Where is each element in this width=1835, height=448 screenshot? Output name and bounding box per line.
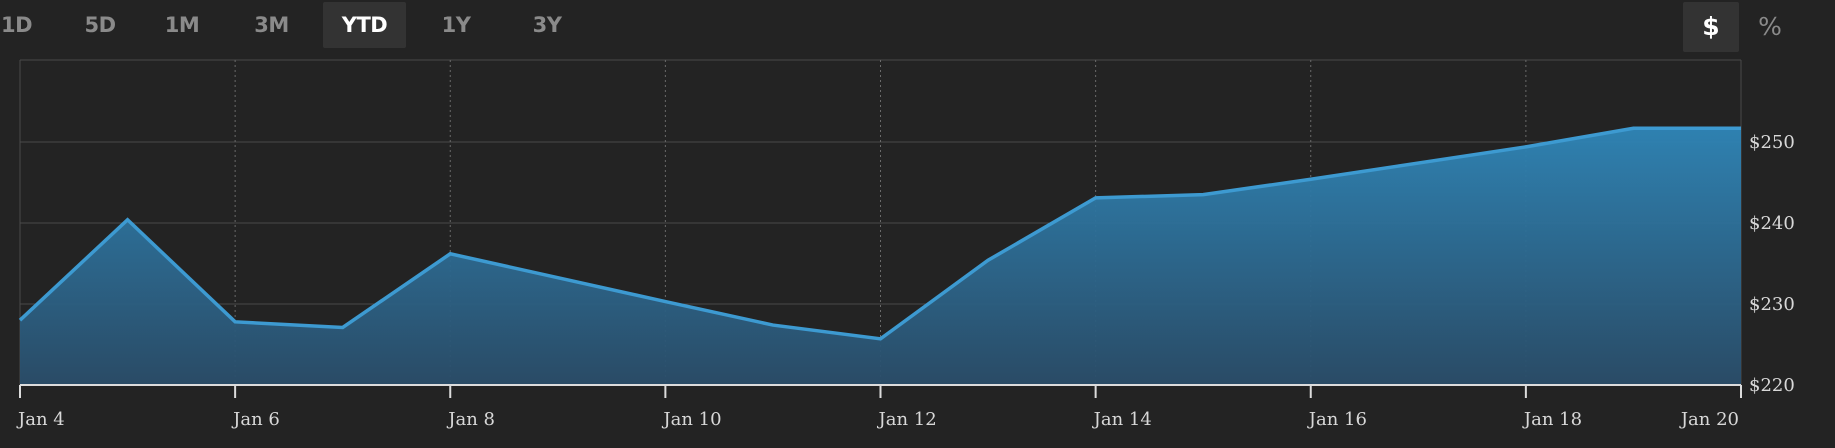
x-tick-label: Jan 20 xyxy=(1679,409,1739,430)
data-point xyxy=(18,318,22,322)
data-point xyxy=(1094,196,1098,200)
range-tab-ytd[interactable]: YTD xyxy=(323,2,406,48)
data-point xyxy=(341,325,345,329)
data-point xyxy=(1739,126,1743,130)
data-point xyxy=(1524,145,1528,149)
range-tab-1y[interactable]: 1Y xyxy=(441,13,471,37)
x-tick-label: Jan 4 xyxy=(16,409,65,430)
dollar-toggle-button[interactable]: $ xyxy=(1683,2,1739,52)
data-point xyxy=(448,252,452,256)
data-point xyxy=(233,320,237,324)
x-tick-label: Jan 10 xyxy=(661,409,721,430)
x-tick-label: Jan 12 xyxy=(877,409,937,430)
y-tick-label: $240 xyxy=(1749,213,1795,234)
data-point xyxy=(663,300,667,304)
range-tab-3m[interactable]: 3M xyxy=(254,13,289,37)
x-tick-label: Jan 6 xyxy=(231,409,280,430)
x-tick-label: Jan 14 xyxy=(1092,409,1152,430)
data-point xyxy=(1309,177,1313,181)
y-tick-label: $220 xyxy=(1749,375,1795,396)
data-point xyxy=(771,323,775,327)
data-point xyxy=(1201,193,1205,197)
range-tab-1d[interactable]: 1D xyxy=(0,13,33,37)
range-tab-3y[interactable]: 3Y xyxy=(532,13,562,37)
y-tick-label: $250 xyxy=(1749,132,1795,153)
data-point xyxy=(879,337,883,341)
price-area-fill xyxy=(20,128,1741,386)
data-point xyxy=(1631,126,1635,130)
y-tick-label: $230 xyxy=(1749,294,1795,315)
data-point xyxy=(986,258,990,262)
range-tab-1m[interactable]: 1M xyxy=(164,13,200,37)
percent-toggle-button[interactable]: % xyxy=(1758,12,1782,41)
x-tick-label: Jan 16 xyxy=(1307,409,1367,430)
range-tab-5d[interactable]: 5D xyxy=(84,13,116,37)
data-point xyxy=(126,218,130,222)
x-tick-label: Jan 18 xyxy=(1522,409,1582,430)
x-tick-label: Jan 8 xyxy=(446,409,495,430)
price-line xyxy=(18,126,1741,341)
